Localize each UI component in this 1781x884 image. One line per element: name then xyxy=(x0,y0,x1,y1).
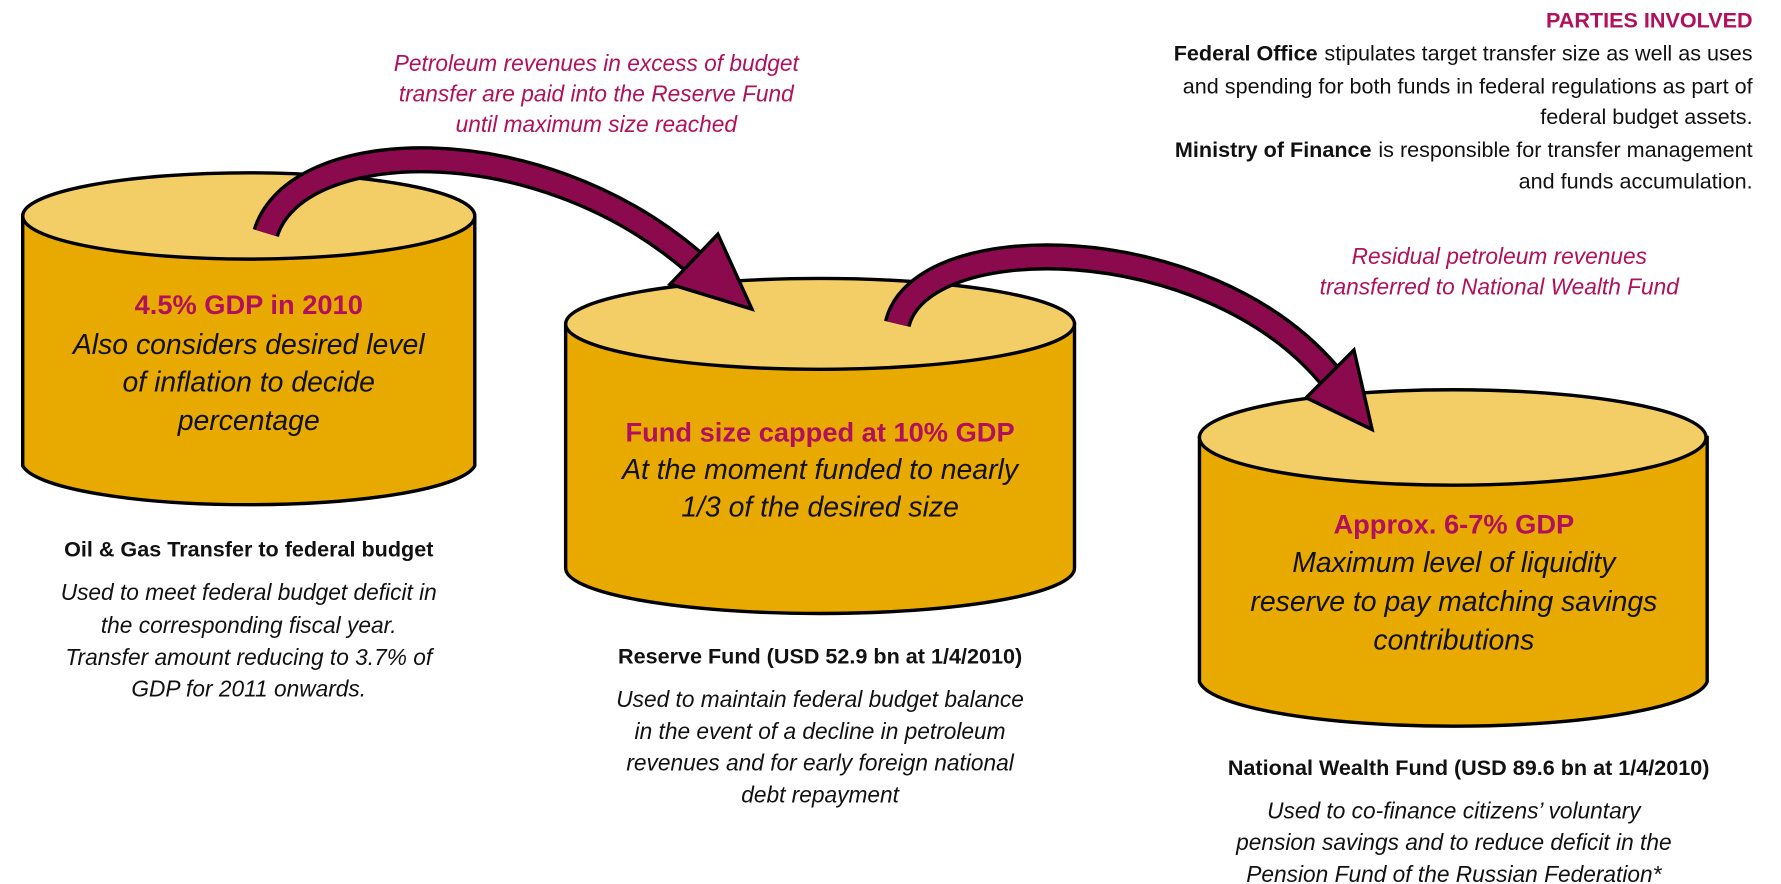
cylinder-body xyxy=(21,214,477,507)
fund-body: Also considers desired level xyxy=(71,329,425,361)
fund-headline: 4.5% GDP in 2010 xyxy=(135,289,363,320)
fund-headline: Fund size capped at 10% GDP xyxy=(625,416,1014,447)
fund-description: Used to meet federal budget deficit in xyxy=(61,579,437,605)
fund-body: Maximum level of liquidity xyxy=(1292,547,1617,579)
party-text: stipulates target transfer size as well … xyxy=(1324,40,1752,65)
fund-description: the corresponding fiscal year. xyxy=(101,612,397,638)
fund-description: Used to co-finance citizens’ voluntary xyxy=(1267,797,1642,823)
arrow-head xyxy=(1303,346,1375,433)
fund-body: contributions xyxy=(1373,624,1534,656)
fund-body: 1/3 of the desired size xyxy=(681,492,959,524)
fund-name: National Wealth Fund (USD 89.6 bn at 1/4… xyxy=(1228,755,1710,780)
parties-title: PARTIES INVOLVED xyxy=(1546,7,1753,32)
annotation-line: transfer are paid into the Reserve Fund xyxy=(399,81,795,107)
party-line: Federal Office stipulates target transfer… xyxy=(1174,40,1753,65)
fund-body: percentage xyxy=(177,405,320,437)
party-line: and spending for both funds in federal r… xyxy=(1183,73,1754,98)
party-name: Ministry of Finance xyxy=(1175,137,1372,162)
arrow-shaft xyxy=(256,149,700,270)
cylinder-top xyxy=(1197,388,1708,487)
fund-body: At the moment funded to nearly xyxy=(620,454,1020,486)
fund-headline: Approx. 6-7% GDP xyxy=(1333,508,1574,539)
cylinder-top xyxy=(21,171,477,261)
fund-body: of inflation to decide xyxy=(123,367,375,399)
fund-description: GDP for 2011 onwards. xyxy=(131,676,366,702)
fund-description: Pension Fund of the Russian Federation* xyxy=(1246,861,1662,884)
fund-description: Used to maintain federal budget balance xyxy=(616,686,1024,712)
fund-name: Reserve Fund (USD 52.9 bn at 1/4/2010) xyxy=(618,644,1022,669)
arrows xyxy=(252,146,1375,433)
party-text: is responsible for transfer management xyxy=(1378,137,1752,162)
fund-body: reserve to pay matching savings xyxy=(1250,586,1657,618)
fund-description: pension savings and to reduce deficit in… xyxy=(1235,829,1671,855)
fund-description: in the event of a decline in petroleum xyxy=(635,718,1006,744)
annotation-line: Petroleum revenues in excess of budget xyxy=(394,50,801,76)
fund-description: debt repayment xyxy=(741,781,900,807)
fund-name: Oil & Gas Transfer to federal budget xyxy=(64,537,433,562)
fund-description: Transfer amount reducing to 3.7% of xyxy=(65,644,435,670)
texts: PARTIES INVOLVED Federal Office stipulates… xyxy=(61,7,1754,884)
arrow-shaft xyxy=(887,246,1337,382)
fund-description: revenues and for early foreign national xyxy=(626,750,1014,776)
party-line: and funds accumulation. xyxy=(1519,169,1753,194)
cylinders xyxy=(21,171,1709,728)
annotation-line: transferred to National Wealth Fund xyxy=(1320,274,1681,300)
party-name: Federal Office xyxy=(1174,40,1318,65)
annotation-line: until maximum size reached xyxy=(456,111,739,137)
annotation-line: Residual petroleum revenues xyxy=(1352,243,1647,269)
cylinder-top xyxy=(563,276,1077,372)
cylinder-body xyxy=(1197,435,1709,728)
arrow-head xyxy=(667,231,756,312)
party-line: federal budget assets. xyxy=(1540,104,1752,129)
cylinder-body xyxy=(563,322,1077,616)
party-line: Ministry of Finance is responsible for tr… xyxy=(1175,137,1753,162)
